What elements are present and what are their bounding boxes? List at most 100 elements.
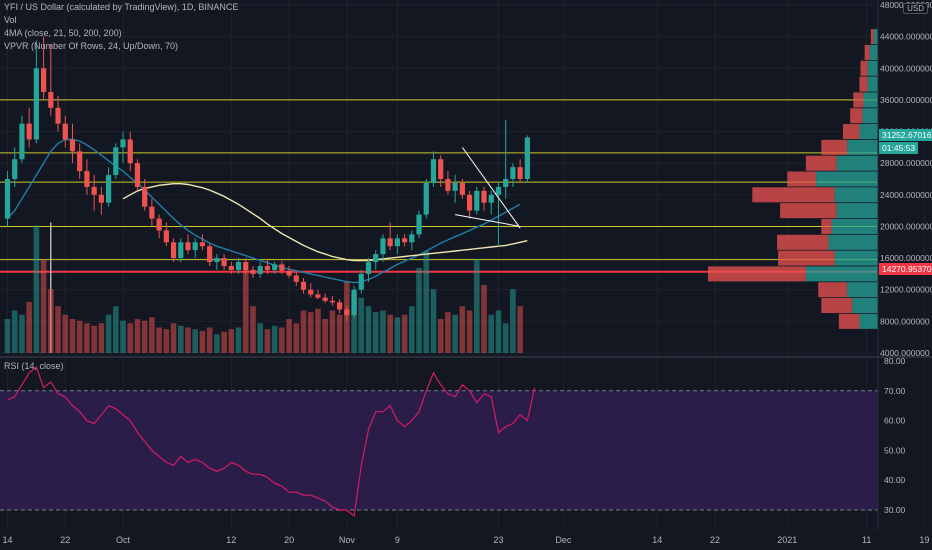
rsi-indicator [0, 365, 878, 518]
candle-body [380, 238, 386, 255]
candle-body [416, 214, 422, 235]
vpvr-down-bar [860, 60, 868, 76]
time-tick-label: 22 [710, 535, 720, 545]
vpvr-down-bar [853, 92, 864, 108]
candle-body [488, 194, 494, 203]
volume-bar [127, 323, 134, 353]
vpvr-legend[interactable]: VPVR (Number Of Rows, 24, Up/Down, 70) [4, 41, 178, 51]
candle-body [235, 262, 242, 270]
candle-body [423, 182, 429, 215]
volume-legend[interactable]: Vol [4, 15, 17, 25]
volume-bar [401, 314, 408, 353]
candle-body [26, 123, 32, 140]
candle-body [91, 186, 97, 195]
vpvr-up-bar [867, 60, 878, 76]
vpvr-down-bar [818, 282, 848, 298]
vpvr-up-bar [836, 155, 878, 171]
volume-profile [708, 29, 878, 329]
candles [4, 36, 530, 322]
currency-button[interactable]: USD [903, 3, 928, 14]
volume-bar [33, 225, 40, 353]
vpvr-down-bar [870, 29, 874, 45]
volume-bar [141, 320, 148, 353]
volume-bar [315, 308, 321, 353]
candle-body [351, 289, 357, 316]
volume-bar [192, 329, 199, 353]
time-axis: 14 22 Oct 12 20 Nov 9 23 Dec 14 22 2021 11 19 [2, 535, 929, 545]
candle-body [33, 68, 39, 140]
candle-body [156, 218, 162, 231]
candle-body [264, 266, 271, 270]
candle-body [207, 246, 213, 263]
candle-body [41, 68, 47, 92]
vpvr-up-bar [805, 266, 878, 282]
vpvr-up-bar [847, 282, 878, 298]
symbol-title: YFI / US Dollar (calculated by TradingVi… [4, 2, 239, 12]
volume-bar [365, 306, 372, 353]
candle-body [503, 179, 509, 187]
volume-bar [26, 302, 32, 353]
rsi-title: RSI (14, close) [4, 361, 64, 371]
rsi-tick-label: 70.00 [884, 386, 906, 396]
rsi-line [7, 365, 536, 518]
candle-body [214, 258, 220, 263]
candle-body [358, 273, 364, 290]
volume-bar [105, 314, 112, 353]
candle-body [402, 238, 408, 243]
price-tick-label: 40000.000000 [880, 63, 932, 73]
candle-body [337, 302, 343, 310]
vpvr-up-bar [834, 250, 878, 266]
vpvr-down-bar [842, 124, 860, 140]
volume-bar [19, 314, 25, 353]
time-tick-label: 9 [395, 535, 400, 545]
volume-bar [91, 325, 97, 353]
time-tick-label: 12 [226, 535, 236, 545]
candle-body [459, 182, 465, 195]
candle-body [495, 186, 502, 195]
price-tick-label: 36000.000000 [880, 95, 932, 105]
rsi-tick-label: 30.00 [884, 505, 906, 515]
price-tick-label: 4000.000000 [880, 348, 930, 358]
volume-bar [358, 297, 365, 353]
volume-bar [250, 306, 256, 353]
volume-bar [177, 325, 184, 353]
vpvr-up-bar [831, 218, 878, 234]
volume-bar [452, 314, 458, 353]
price-tick-label: 24000.000000 [880, 190, 932, 200]
vpvr-up-bar [834, 187, 878, 203]
ma-slow-line [122, 183, 528, 262]
vpvr-down-bar [821, 218, 832, 234]
volume-bar [98, 323, 105, 353]
candle-body [329, 300, 335, 303]
volume-bar [55, 306, 61, 353]
vpvr-up-bar [816, 171, 878, 187]
ma-title: 4MA (close, 21, 50, 200, 200) [4, 28, 122, 38]
ma-legend[interactable]: 4MA (close, 21, 50, 200, 200) [4, 28, 122, 38]
volume-bar [445, 312, 451, 353]
vpvr-up-bar [863, 92, 878, 108]
symbol-legend[interactable]: YFI / US Dollar (calculated by TradingVi… [4, 2, 238, 12]
volume-bar [495, 310, 502, 353]
candle-body [474, 190, 480, 211]
candle-body [293, 275, 299, 282]
time-tick-label: 14 [652, 535, 662, 545]
support-price-badge: 14270.95370 [879, 263, 932, 275]
vpvr-up-bar [867, 76, 878, 92]
candle-body [286, 270, 292, 276]
vpvr-title: VPVR (Number Of Rows, 24, Up/Down, 70) [4, 41, 179, 51]
candle-body [243, 262, 249, 270]
volume-bar [437, 319, 444, 353]
candle-body [228, 266, 234, 270]
vpvr-down-bar [708, 266, 806, 282]
volume-bar [307, 312, 314, 353]
volume-bar [380, 310, 386, 353]
volume-bar [221, 331, 227, 353]
rsi-legend[interactable]: RSI (14, close) [4, 361, 64, 371]
moving-averages [6, 138, 528, 284]
candle-body [134, 163, 141, 187]
price-tick-label: 12000.000000 [880, 285, 932, 295]
candle-body [69, 139, 76, 152]
volume-bar [336, 314, 343, 353]
volume-bar [120, 320, 126, 353]
